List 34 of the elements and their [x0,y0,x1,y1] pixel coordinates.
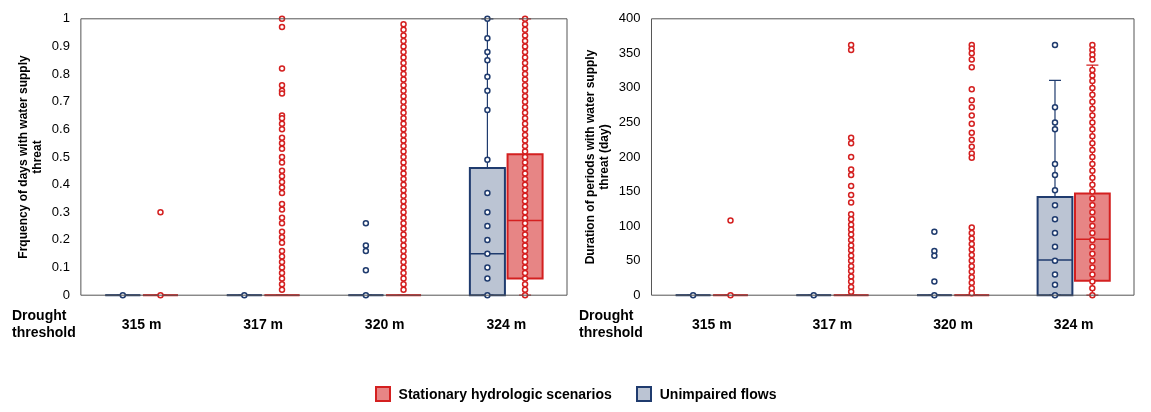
y-tick-label: 350 [618,44,641,60]
x-axis-title: Drought threshold [579,307,643,341]
y-tick-label: 0.8 [51,65,70,81]
x-tick-label: 320 m [364,316,405,333]
x-tick-label: 317 m [812,316,853,333]
y-tick-label: 1 [62,10,70,26]
y-tick-label: 50 [626,252,641,268]
y-tick-label: 250 [618,114,641,130]
y-tick-label: 100 [618,217,641,233]
y-axis-title: Duration of periods with water supply threat (day) [582,49,611,265]
y-tick-label: 0.4 [51,176,70,192]
x-tick-label: 315 m [121,316,162,333]
y-tick-label: 0.7 [51,93,70,109]
y-tick-label: 200 [618,148,641,164]
y-tick-label: 0.2 [51,231,70,247]
y-tick-label: 0.6 [51,120,70,136]
legend-label: Unimpaired flows [659,386,777,402]
y-tick-label: 0.5 [51,148,70,164]
x-axis-title: Drought threshold [12,307,76,341]
y-tick-label: 0 [62,286,70,302]
y-tick-label: 400 [618,10,641,26]
y-tick-label: 0.1 [51,259,70,275]
y-axis-title: Frquency of days with water supply threat [15,54,44,259]
y-tick-label: 0 [633,286,641,302]
x-tick-label: 320 m [933,316,973,333]
x-tick-label: 315 m [691,316,732,333]
x-tick-label: 317 m [243,316,284,333]
x-tick-label: 324 m [486,316,527,333]
x-tick-label: 324 m [1053,316,1094,333]
legend-label: Stationary hydrologic scenarios [398,386,612,402]
y-tick-label: 0.9 [51,38,70,54]
y-tick-label: 150 [618,183,641,199]
y-tick-label: 300 [618,79,641,95]
y-tick-label: 0.3 [51,203,70,219]
